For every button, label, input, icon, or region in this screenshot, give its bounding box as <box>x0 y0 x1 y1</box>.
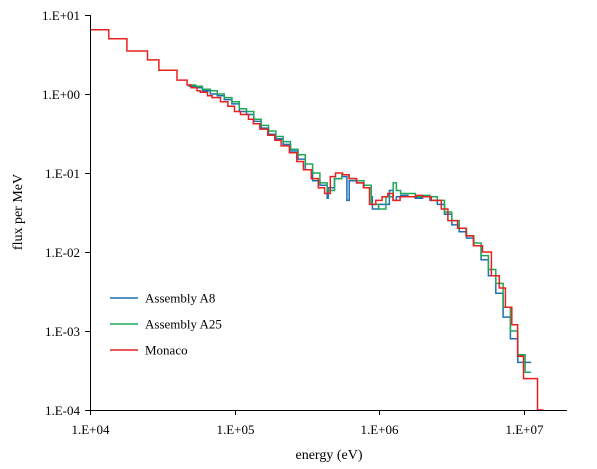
axes-layer <box>90 15 567 411</box>
x-tick-label: 1.E+04 <box>71 422 110 437</box>
series-layer <box>90 29 544 411</box>
x-tick-label: 1.E+07 <box>505 422 544 437</box>
y-tick-label: 1.E-01 <box>45 166 80 181</box>
y-tick-label: 1.E+01 <box>42 8 80 23</box>
y-axis-title: flux per MeV <box>11 174 26 250</box>
y-ticks: 1.E-04 1.E-03 1.E-02 1.E-01 1.E+00 1.E+01 <box>42 8 90 418</box>
y-tick-label: 1.E-04 <box>45 403 81 418</box>
series-line-assembly-a25 <box>188 84 532 374</box>
y-tick-label: 1.E-03 <box>45 324 80 339</box>
series-line-assembly-a8 <box>188 85 532 364</box>
x-tick-label: 1.E+05 <box>216 422 254 437</box>
legend-label: Assembly A8 <box>145 291 215 306</box>
legend-label: Assembly A25 <box>145 317 222 332</box>
y-tick-label: 1.E+00 <box>42 87 80 102</box>
x-tick-label: 1.E+06 <box>360 422 399 437</box>
legend-label: Monaco <box>145 343 188 358</box>
x-ticks: 1.E+04 1.E+05 1.E+06 1.E+07 <box>71 410 544 437</box>
series-line-monaco <box>90 29 544 411</box>
legend: Assembly A8 Assembly A25 Monaco <box>110 291 222 358</box>
y-tick-label: 1.E-02 <box>45 245 80 260</box>
x-axis-title: energy (eV) <box>296 448 363 463</box>
